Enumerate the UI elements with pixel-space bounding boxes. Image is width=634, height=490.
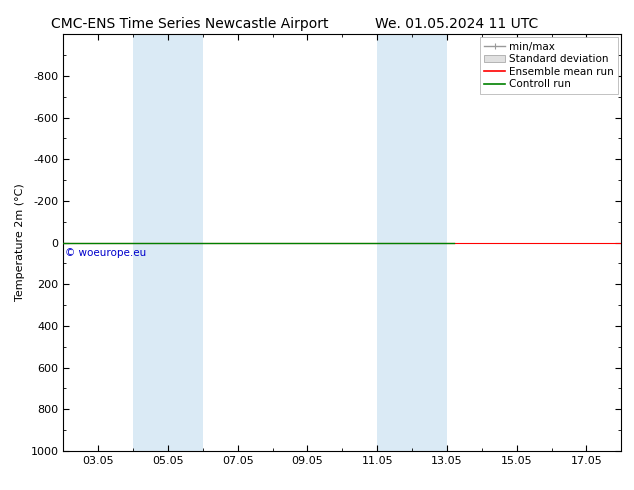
Text: We. 01.05.2024 11 UTC: We. 01.05.2024 11 UTC [375, 17, 538, 31]
Bar [377, 34, 447, 451]
Bar [133, 34, 203, 451]
Text: © woeurope.eu: © woeurope.eu [65, 248, 146, 258]
Y-axis label: Temperature 2m (°C): Temperature 2m (°C) [15, 184, 25, 301]
Legend: min/max, Standard deviation, Ensemble mean run, Controll run: min/max, Standard deviation, Ensemble me… [480, 37, 618, 94]
Text: CMC-ENS Time Series Newcastle Airport: CMC-ENS Time Series Newcastle Airport [51, 17, 329, 31]
